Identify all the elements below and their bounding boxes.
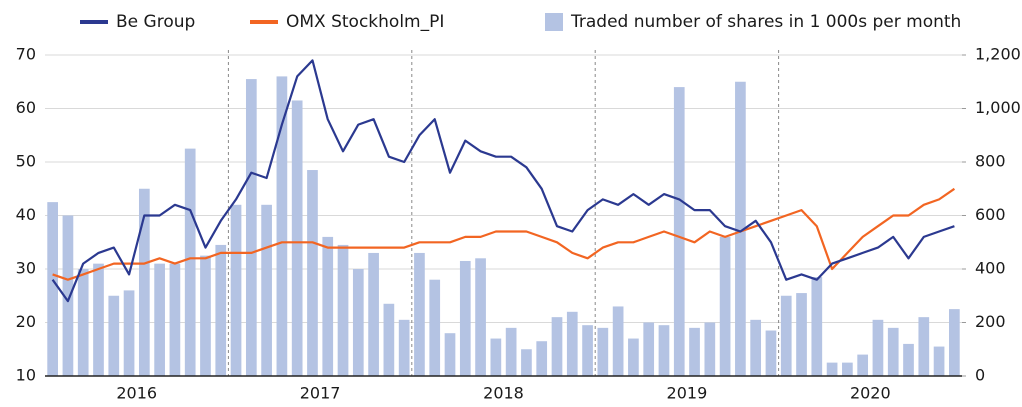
bar	[154, 263, 165, 376]
bar	[811, 277, 823, 376]
bar	[597, 327, 609, 376]
bar	[536, 341, 548, 376]
bar	[230, 204, 242, 376]
bar	[643, 322, 655, 376]
bar	[857, 354, 869, 376]
bar	[658, 325, 670, 376]
bar	[719, 236, 731, 376]
legend-label: Traded number of shares in 1 000s per mo…	[570, 12, 961, 32]
bar	[444, 333, 456, 376]
bar	[307, 170, 318, 376]
bar	[628, 338, 639, 376]
bar	[551, 317, 563, 376]
bar	[291, 100, 303, 376]
y2-tick-label: 600	[975, 205, 1006, 224]
bar	[337, 244, 349, 376]
bar	[612, 306, 624, 376]
y2-tick-label: 1,200	[975, 45, 1021, 64]
bar	[108, 295, 120, 376]
bar	[918, 317, 930, 376]
bar	[123, 290, 135, 376]
bar	[765, 330, 777, 376]
bar	[414, 252, 425, 376]
bar	[887, 327, 899, 376]
bar	[261, 204, 272, 376]
bar	[138, 188, 150, 376]
bar	[245, 79, 257, 376]
bar	[826, 362, 838, 376]
bar	[169, 263, 181, 376]
bar	[796, 293, 807, 376]
y-tick-label: 70	[16, 45, 36, 64]
bar	[184, 148, 196, 376]
y-tick-label: 50	[16, 152, 36, 171]
x-tick-label: 2019	[667, 384, 708, 403]
y2-tick-label: 400	[975, 259, 1006, 278]
legend: Be Group OMX Stockholm_PI Traded number of…	[80, 12, 961, 32]
bar	[62, 215, 74, 376]
bar	[521, 349, 532, 376]
bar	[735, 81, 746, 376]
bar	[490, 338, 502, 376]
legend-label: Be Group	[116, 12, 195, 32]
bar	[383, 303, 395, 376]
y-tick-label: 20	[16, 312, 36, 331]
legend-label: OMX Stockholm_PI	[286, 12, 444, 32]
bar	[842, 362, 853, 376]
bar	[872, 319, 884, 376]
bar	[459, 260, 471, 376]
x-tick-label: 2016	[116, 384, 157, 403]
bar	[322, 236, 334, 376]
y2-tick-label: 0	[975, 366, 985, 385]
y-tick-label: 40	[16, 205, 36, 224]
bar	[903, 343, 914, 376]
x-tick-label: 2018	[483, 384, 524, 403]
x-tick-label: 2017	[300, 384, 341, 403]
bar	[704, 322, 716, 376]
bar	[949, 309, 960, 376]
bar	[215, 244, 227, 376]
bar	[673, 87, 685, 376]
legend-swatch	[545, 13, 563, 31]
bar	[93, 263, 104, 376]
bar	[200, 255, 211, 376]
bar	[780, 295, 792, 376]
y2-tick-label: 800	[975, 152, 1006, 171]
bar	[566, 311, 578, 376]
y-tick-label: 30	[16, 259, 36, 278]
bar	[276, 76, 288, 377]
bar	[505, 327, 517, 376]
bar	[475, 258, 486, 376]
bar	[933, 346, 945, 376]
y2-tick-label: 1,000	[975, 98, 1021, 117]
y-tick-label: 10	[16, 366, 36, 385]
bar	[429, 279, 441, 376]
bar	[47, 202, 58, 376]
bar	[398, 319, 410, 376]
y-tick-label: 60	[16, 98, 36, 117]
y2-tick-label: 200	[975, 312, 1006, 331]
line	[52, 187, 956, 281]
x-tick-label: 2020	[850, 384, 891, 403]
bar	[352, 269, 364, 376]
bar	[689, 327, 700, 376]
bar	[77, 269, 89, 376]
bar	[750, 319, 762, 376]
bar	[582, 325, 593, 376]
bar	[368, 252, 379, 376]
line	[51, 59, 955, 303]
